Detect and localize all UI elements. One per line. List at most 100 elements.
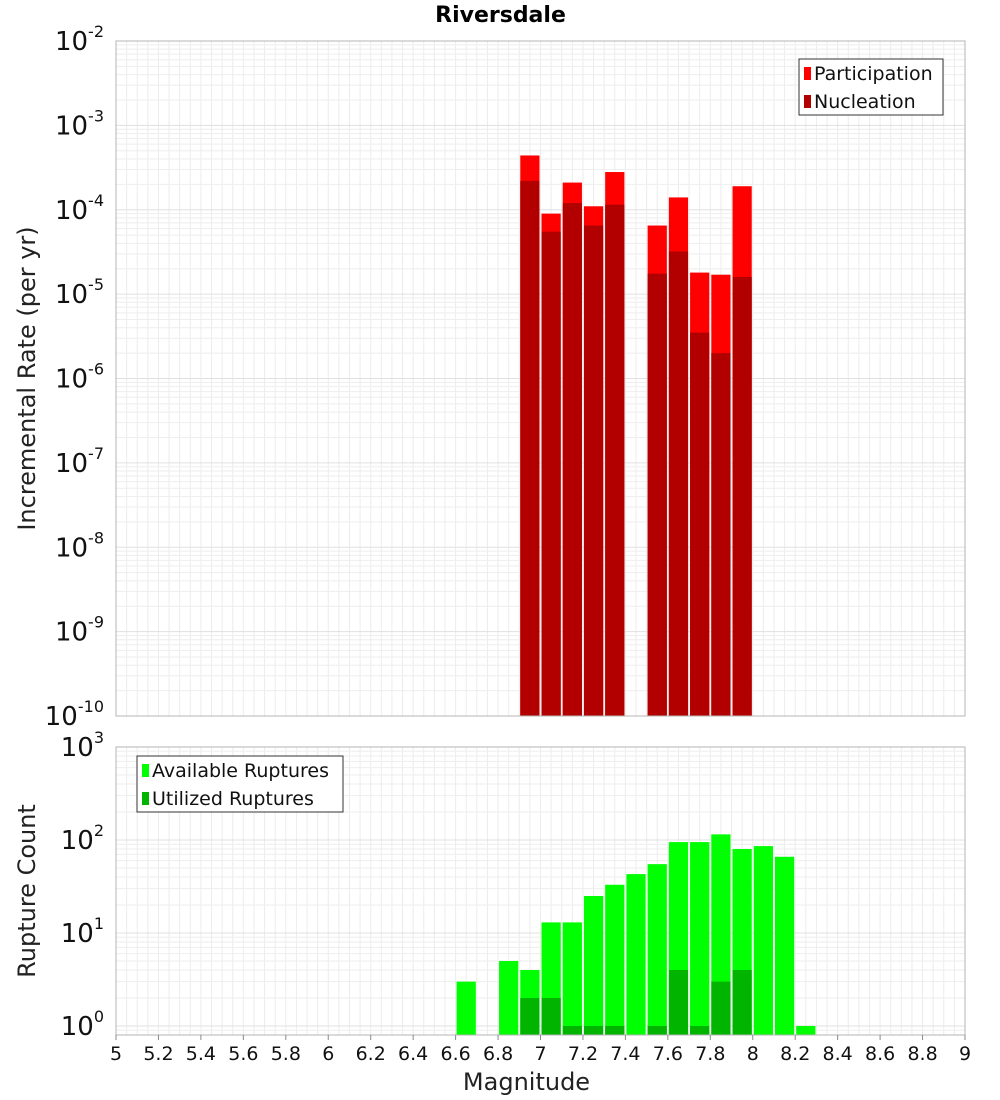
- bar-available-ruptures: [796, 1025, 816, 1035]
- bar-utilized-ruptures: [562, 1025, 582, 1035]
- legend-entry: Participation: [814, 63, 933, 85]
- bar-nucleation: [605, 204, 625, 716]
- bar-nucleation: [562, 203, 582, 716]
- x-tick-label: 9: [959, 1043, 971, 1065]
- y-tick-exponent: -2: [88, 22, 104, 41]
- chart-title: Riversdale: [435, 3, 566, 28]
- x-tick-label: 5.2: [143, 1043, 173, 1065]
- y-tick-label: 10-7: [55, 444, 104, 479]
- y-tick-label: 101: [61, 914, 104, 949]
- x-tick-label: 7.8: [695, 1043, 725, 1065]
- y-tick-exponent: -4: [88, 191, 104, 210]
- y-tick-base: 10: [61, 733, 94, 763]
- y-tick-base: 10: [61, 1012, 94, 1042]
- x-tick-label: 6.4: [398, 1043, 428, 1065]
- legend-swatch: [142, 764, 149, 777]
- bar-available-ruptures: [753, 846, 773, 1035]
- y-tick-base: 10: [55, 365, 88, 395]
- y-tick-base: 10: [55, 533, 88, 563]
- y-tick-exponent: 2: [94, 821, 104, 840]
- bar-available-ruptures: [562, 922, 582, 1035]
- y-tick-exponent: -3: [88, 106, 104, 125]
- x-tick-label: 6.2: [356, 1043, 386, 1065]
- bar-available-ruptures: [690, 842, 710, 1035]
- bar-utilized-ruptures: [583, 1025, 604, 1035]
- bar-nucleation: [690, 332, 710, 716]
- bar-available-ruptures: [456, 981, 476, 1035]
- bar-utilized-ruptures: [668, 969, 689, 1035]
- y-tick-label: 10-10: [45, 697, 104, 732]
- y-tick-label: 10-9: [55, 613, 104, 648]
- y-tick-exponent: -6: [88, 360, 104, 379]
- y-tick-label: 10-4: [55, 191, 104, 226]
- legend-entry: Available Ruptures: [152, 760, 329, 782]
- bar-utilized-ruptures: [605, 1025, 625, 1035]
- y-tick-base: 10: [55, 27, 88, 57]
- x-tick-label: 5.8: [271, 1043, 301, 1065]
- y-tick-label: 10-6: [55, 360, 104, 395]
- bar-utilized-ruptures: [647, 1025, 667, 1035]
- y-tick-exponent: 0: [94, 1007, 104, 1026]
- bar-nucleation: [732, 276, 752, 716]
- y-tick-label: 100: [61, 1007, 104, 1042]
- y-tick-label: 10-8: [55, 528, 104, 563]
- legend-swatch: [142, 792, 149, 805]
- bar-utilized-ruptures: [541, 997, 561, 1035]
- x-tick-label: 7.4: [610, 1043, 640, 1065]
- bar-nucleation: [520, 180, 540, 716]
- x-tick-label: 5.6: [228, 1043, 258, 1065]
- y-tick-exponent: -5: [88, 275, 104, 294]
- y-tick-base: 10: [61, 826, 94, 856]
- x-tick-label: 7.2: [568, 1043, 598, 1065]
- y-tick-exponent: 1: [94, 914, 104, 933]
- bar-available-ruptures: [647, 864, 667, 1035]
- bar-nucleation: [668, 251, 689, 716]
- y-tick-exponent: -8: [88, 528, 104, 547]
- y-tick-exponent: 3: [94, 728, 104, 747]
- x-tick-label: 8.8: [907, 1043, 937, 1065]
- y-tick-exponent: -9: [88, 613, 104, 632]
- y-tick-label: 10-5: [55, 275, 104, 310]
- x-tick-label: 6.6: [440, 1043, 470, 1065]
- y-tick-base: 10: [55, 280, 88, 310]
- x-tick-label: 6.8: [483, 1043, 513, 1065]
- legend-box: [798, 58, 944, 116]
- bar-nucleation: [583, 225, 604, 716]
- bar-utilized-ruptures: [711, 981, 731, 1035]
- grid: [116, 41, 965, 716]
- y-tick-exponent: -7: [88, 444, 104, 463]
- bar-available-ruptures: [499, 960, 519, 1035]
- y-tick-exponent: -10: [78, 697, 104, 716]
- y-tick-base: 10: [61, 919, 94, 949]
- bar-utilized-ruptures: [690, 1025, 710, 1035]
- y-tick-label: 103: [61, 728, 104, 763]
- x-axis-label: Magnitude: [463, 1068, 590, 1096]
- legend-entry: Utilized Ruptures: [152, 788, 314, 810]
- bars: [456, 834, 816, 1035]
- x-tick-label: 7.6: [653, 1043, 683, 1065]
- bar-utilized-ruptures: [520, 997, 540, 1035]
- bars: [520, 155, 752, 716]
- y-axis-label: Incremental Rate (per yr): [13, 226, 41, 530]
- legend: Participation Nucleation: [798, 58, 944, 116]
- y-tick-base: 10: [55, 111, 88, 141]
- legend: Available Ruptures Utilized Ruptures: [136, 755, 344, 813]
- x-tick-label: 8.2: [780, 1043, 810, 1065]
- x-tick-label: 7: [534, 1043, 546, 1065]
- bar-available-ruptures: [774, 856, 795, 1035]
- y-tick-label: 10-2: [55, 22, 104, 57]
- bar-available-ruptures: [605, 884, 625, 1035]
- y-tick-base: 10: [55, 196, 88, 226]
- y-tick-base: 10: [45, 702, 78, 732]
- bar-nucleation: [541, 231, 561, 716]
- y-tick-base: 10: [55, 449, 88, 479]
- x-tick-label: 5: [110, 1043, 122, 1065]
- bar-available-ruptures: [626, 874, 646, 1035]
- x-tick-label: 6: [322, 1043, 334, 1065]
- bar-available-ruptures: [583, 895, 604, 1035]
- legend-swatch: [804, 67, 811, 80]
- y-axis-label: Rupture Count: [13, 804, 41, 978]
